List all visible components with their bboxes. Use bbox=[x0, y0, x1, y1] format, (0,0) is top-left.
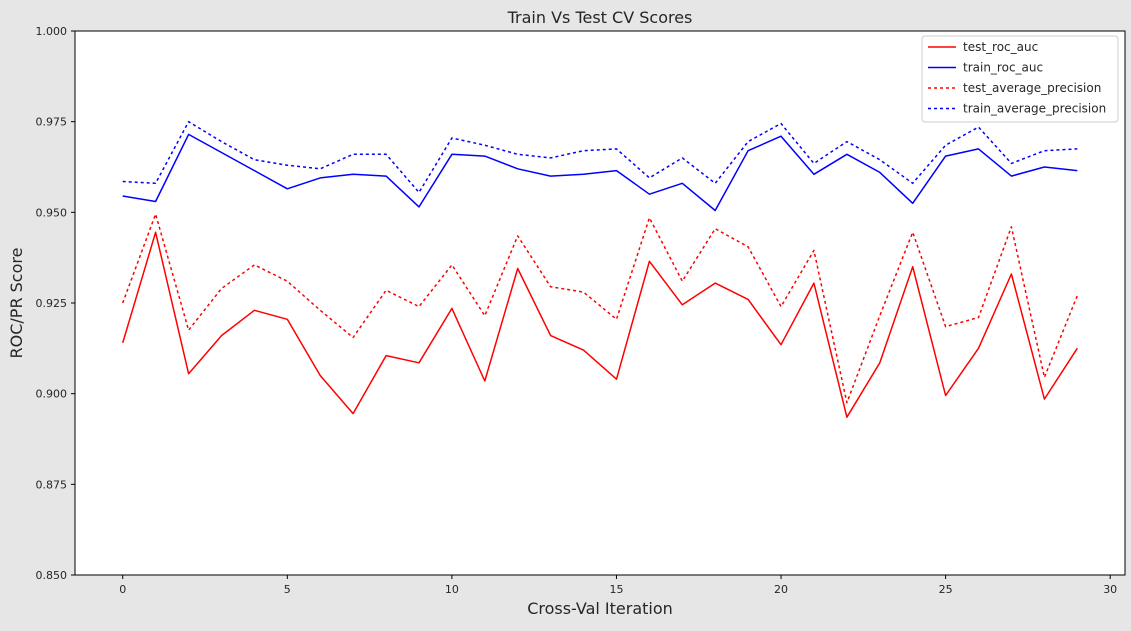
y-tick-label: 0.875 bbox=[36, 478, 68, 491]
x-tick-label: 20 bbox=[774, 583, 788, 596]
legend: test_roc_auc train_roc_auc test_average_pr… bbox=[921, 35, 1119, 123]
x-tick-label: 0 bbox=[119, 583, 126, 596]
axis-ticks: 0 5 10 15 20 25 30 0.850 0.875 0.900 0.925 0.950 0.9… bbox=[36, 25, 1118, 596]
chart-title: Train Vs Test CV Scores bbox=[507, 8, 693, 27]
legend-box bbox=[921, 35, 1119, 123]
y-tick-label: 0.950 bbox=[36, 206, 68, 219]
y-tick-label: 0.925 bbox=[36, 297, 68, 310]
series-line-test-average-precision bbox=[121, 213, 1078, 404]
y-tick-label: 0.850 bbox=[36, 569, 68, 582]
x-tick-label: 30 bbox=[1103, 583, 1117, 596]
legend-label: test_roc_auc bbox=[963, 40, 1038, 54]
y-axis-label: ROC/PR Score bbox=[7, 248, 26, 359]
series-line-train-average-precision bbox=[122, 120, 1078, 194]
x-tick-label: 15 bbox=[609, 583, 623, 596]
y-tick-label: 1.000 bbox=[36, 25, 68, 38]
series-line-test-roc-auc bbox=[121, 231, 1078, 418]
x-axis-label: Cross-Val Iteration bbox=[527, 599, 673, 618]
x-tick-label: 25 bbox=[939, 583, 953, 596]
legend-label: test_average_precision bbox=[963, 81, 1101, 95]
series-line-train-roc-auc bbox=[122, 133, 1078, 212]
series-lines bbox=[121, 120, 1078, 418]
y-tick-label: 0.900 bbox=[36, 388, 68, 401]
y-tick-label: 0.975 bbox=[36, 116, 68, 129]
x-tick-label: 5 bbox=[284, 583, 291, 596]
x-tick-label: 10 bbox=[445, 583, 459, 596]
legend-label: train_average_precision bbox=[963, 102, 1106, 116]
legend-label: train_roc_auc bbox=[963, 61, 1043, 75]
plot-frame bbox=[74, 30, 1126, 576]
